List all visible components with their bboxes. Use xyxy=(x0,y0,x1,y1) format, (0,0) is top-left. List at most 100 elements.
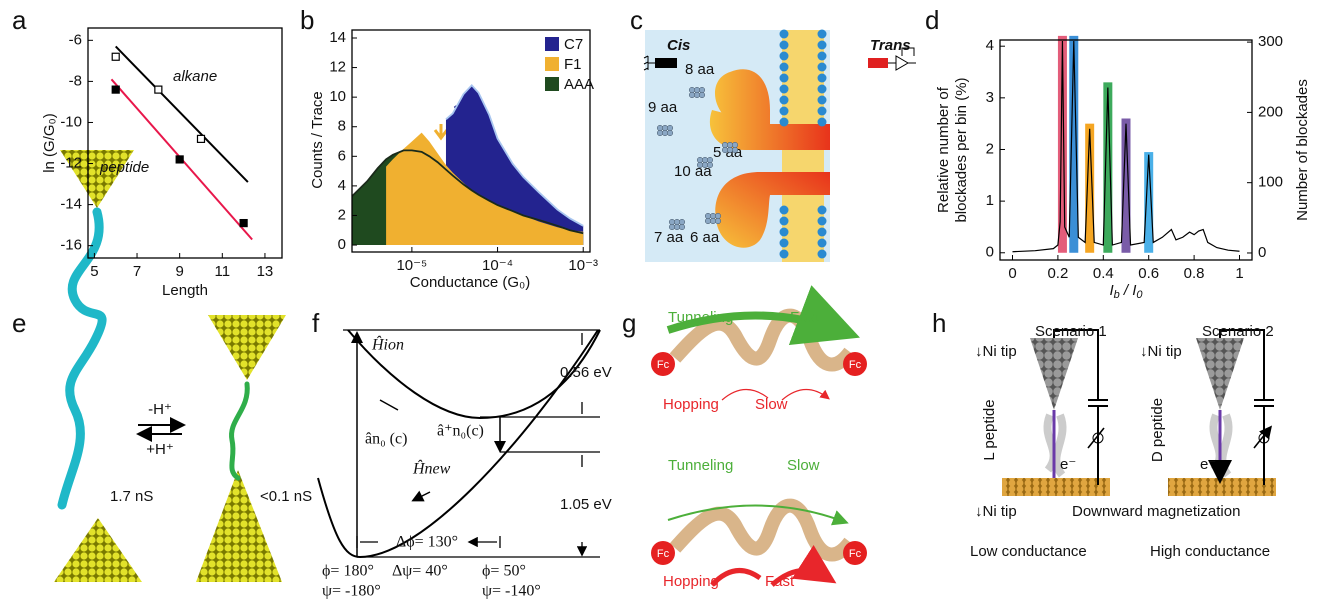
bar xyxy=(1069,36,1078,253)
arrow xyxy=(435,124,447,138)
residue xyxy=(679,224,685,230)
peptide-label: L peptide xyxy=(981,399,998,460)
energy-label: 0.56 eV xyxy=(560,364,612,381)
y-axis-label: ln (G/G₀) xyxy=(41,113,58,173)
y2-tick-label: 100 xyxy=(1258,174,1283,191)
x-tick-label: 0.2 xyxy=(1047,265,1068,282)
panel-letter: g xyxy=(622,308,636,338)
y-tick-label: 4 xyxy=(986,37,994,54)
lipid-head xyxy=(780,41,789,50)
operator-label: Ĥnew xyxy=(412,459,451,478)
lipid-head xyxy=(780,118,789,127)
legend-swatch xyxy=(545,77,559,91)
magnetization-label: Downward magnetization xyxy=(1072,503,1240,520)
conductance-label: Low conductance xyxy=(970,543,1087,560)
y-tick-label: 14 xyxy=(329,29,346,46)
lipid-head xyxy=(780,52,789,61)
y-axis-label: blockades per bin (%) xyxy=(953,77,970,222)
lipid-head xyxy=(780,107,789,116)
y-tick-label: 1 xyxy=(986,192,994,209)
operator-label: Ĥion xyxy=(371,335,404,354)
residue xyxy=(732,147,738,153)
state-label: â⁺n₀(c) xyxy=(437,423,484,440)
trans-electrode xyxy=(868,58,888,68)
panel-letter: f xyxy=(312,308,320,338)
y-tick-label: 6 xyxy=(338,147,346,164)
angle-label: Δϕ= 130° xyxy=(396,534,458,551)
electron-path xyxy=(1054,410,1220,478)
legend-label: C7 xyxy=(564,36,583,53)
scenario-label: Scenario 1 xyxy=(1035,323,1107,340)
tip-label: ↓Ni tip xyxy=(1140,343,1182,360)
conductance-label: 1.7 nS xyxy=(110,488,153,505)
lipid-head xyxy=(818,74,827,83)
lipid-head xyxy=(818,52,827,61)
mechanism-label: Hopping xyxy=(663,573,719,590)
rate-label: Fast xyxy=(790,309,820,326)
y2-axis-label: Number of blockades xyxy=(1294,79,1311,221)
figure: a b c d e f g h Cis Trans 8 aa 9 aa 5 aa… xyxy=(0,0,1326,601)
x-tick-label: 7 xyxy=(133,263,141,280)
y-axis-label: Counts / Trace xyxy=(309,91,326,189)
y-tick-label: -12 xyxy=(60,155,82,172)
bar xyxy=(1144,152,1153,253)
lipid-head xyxy=(818,228,827,237)
x-axis-label: Length xyxy=(162,282,208,299)
mechanism-label: Tunneling xyxy=(668,309,733,326)
lipid-head xyxy=(780,217,789,226)
y2-tick-label: 300 xyxy=(1258,33,1283,50)
energy-diagram: Ĥion 0.56 eV ân₀ (c) â⁺n₀(c) Ĥnew 1.05 e… xyxy=(318,330,612,600)
residue xyxy=(707,162,713,168)
mechanism-label: Tunneling xyxy=(668,457,733,474)
state-label: ân₀ (c) xyxy=(365,431,407,448)
peptide-label: 7 aa xyxy=(654,229,684,246)
lipid-head xyxy=(818,41,827,50)
electron-label: e⁻ xyxy=(1060,456,1076,473)
x-tick-label: 1 xyxy=(1235,265,1243,282)
tip-label: ↓Ni tip xyxy=(975,343,1017,360)
x-tick-label: 9 xyxy=(175,263,183,280)
fc-label: Fc xyxy=(849,548,862,560)
peptide-label: 6 aa xyxy=(690,229,720,246)
point xyxy=(112,53,119,60)
electrode xyxy=(54,518,142,582)
ni-tip xyxy=(1196,338,1244,410)
point xyxy=(112,86,119,93)
conductance-label: High conductance xyxy=(1150,543,1270,560)
helix xyxy=(62,212,102,505)
plot-frame xyxy=(88,28,282,258)
chart: 00.20.40.60.81012340100200300Ib / I0Rela… xyxy=(935,33,1311,301)
fc-label: Fc xyxy=(657,548,670,560)
y-tick-label: 4 xyxy=(338,177,346,194)
y-axis-label: Relative number of xyxy=(935,86,952,213)
y-tick-label: 3 xyxy=(986,89,994,106)
electron-label: e⁻ xyxy=(1200,456,1216,473)
residue xyxy=(699,92,705,98)
lipid-head xyxy=(818,217,827,226)
y-tick-label: 0 xyxy=(338,236,346,253)
x-axis-label: Conductance (G₀) xyxy=(410,274,530,291)
x-tick-label: 0.8 xyxy=(1184,265,1205,282)
lipid-head xyxy=(818,85,827,94)
y2-tick-label: 200 xyxy=(1258,103,1283,120)
angle-label: ϕ= 180° xyxy=(322,563,374,580)
reaction-label: -H⁺ xyxy=(148,401,172,418)
peptide-label: 8 aa xyxy=(685,61,715,78)
point xyxy=(176,156,183,163)
y-tick-label: -16 xyxy=(60,237,82,254)
y-tick-label: -14 xyxy=(60,196,82,213)
panel-letter: h xyxy=(932,308,946,338)
panel-letter: e xyxy=(12,308,26,338)
chart: alkanepeptide5791113-6-8-10-12-14-16Leng… xyxy=(41,28,282,299)
angle-label: ϕ= 50° xyxy=(482,563,526,580)
tip-label: ↓Ni tip xyxy=(975,503,1017,520)
legend-label: F1 xyxy=(564,56,582,73)
meter xyxy=(1088,428,1270,448)
trans-label: Trans xyxy=(870,37,911,54)
energy-label: 1.05 eV xyxy=(560,496,612,513)
x-axis-label-part: / xyxy=(1120,282,1133,299)
angle-label: Δψ= 40° xyxy=(392,563,448,580)
x-axis-label-part: 0 xyxy=(1136,289,1143,301)
x-tick-label: 11 xyxy=(215,263,231,280)
y2-tick-label: 0 xyxy=(1258,244,1266,261)
